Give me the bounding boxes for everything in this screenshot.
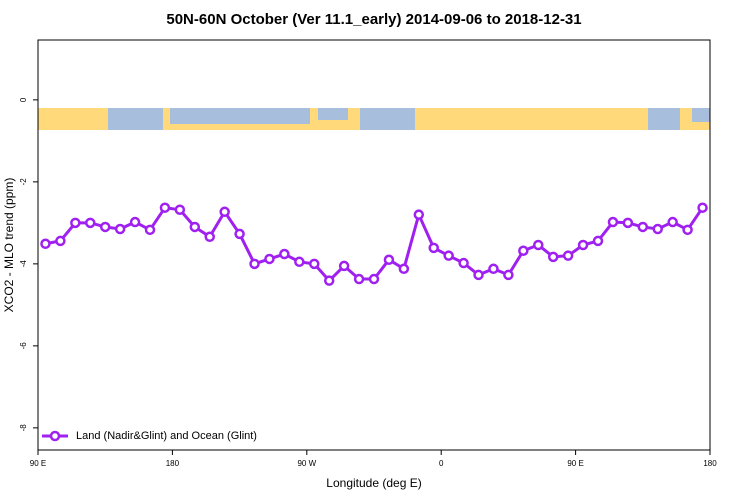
- point: [114, 223, 126, 235]
- point: [383, 254, 395, 266]
- legend-label: Land (Nadir&Glint) and Ocean (Glint): [76, 430, 257, 442]
- y-tick-label: -4: [19, 260, 28, 268]
- y-axis-label: XCO2 - MLO trend (ppm): [2, 178, 16, 313]
- plot-frame: [37, 39, 711, 451]
- x-tick-label: 0: [439, 459, 444, 468]
- point: [323, 275, 335, 286]
- point: [488, 263, 499, 275]
- y-tick-label: 0: [19, 97, 28, 102]
- point: [40, 238, 51, 250]
- point: [279, 248, 290, 260]
- point: [428, 242, 439, 254]
- point: [577, 239, 589, 251]
- point: [682, 224, 693, 236]
- point: [70, 217, 81, 229]
- x-axis-label: Longitude (deg E): [326, 476, 421, 490]
- point: [518, 245, 529, 256]
- ocean-patch: [360, 108, 415, 130]
- point: [607, 216, 619, 228]
- point: [473, 269, 484, 281]
- point: [353, 273, 365, 285]
- point: [398, 263, 410, 275]
- point: [533, 239, 544, 251]
- point: [219, 206, 230, 218]
- x-tick-label: 180: [166, 459, 180, 468]
- point: [234, 228, 245, 240]
- ocean-patch: [170, 108, 310, 124]
- point: [697, 202, 708, 213]
- x-tick-label: 90 E: [30, 459, 46, 468]
- point: [144, 224, 156, 236]
- point: [637, 221, 649, 233]
- ocean-patch: [318, 108, 348, 120]
- ocean-patch: [108, 108, 163, 130]
- point: [294, 256, 305, 268]
- point: [189, 221, 201, 233]
- x-tick-label: 90 E: [567, 459, 583, 468]
- point: [503, 269, 514, 281]
- ocean-patch: [648, 108, 680, 130]
- point: [85, 217, 96, 229]
- point: [338, 260, 350, 272]
- point: [622, 217, 634, 229]
- chart-title: 50N-60N October (Ver 11.1_early) 2014-09…: [166, 11, 581, 28]
- point: [174, 204, 186, 215]
- point: [204, 231, 215, 243]
- y-tick-label: -6: [19, 342, 28, 350]
- point: [413, 209, 425, 220]
- point: [592, 235, 604, 247]
- x-tick-label: 90 W: [297, 459, 316, 468]
- legend-marker: [49, 430, 61, 442]
- point: [652, 223, 663, 235]
- x-tick-label: 180: [703, 459, 717, 468]
- point: [249, 258, 260, 270]
- point: [368, 273, 380, 285]
- point: [667, 216, 678, 228]
- point: [99, 221, 111, 233]
- series-line: [45, 206, 704, 283]
- point: [309, 258, 320, 270]
- point: [129, 216, 141, 228]
- point: [443, 250, 454, 261]
- point: [264, 253, 275, 265]
- y-tick-label: -2: [19, 178, 28, 186]
- point: [159, 202, 171, 213]
- map-band: [38, 108, 710, 130]
- point: [458, 257, 469, 269]
- point: [55, 235, 66, 247]
- point: [547, 251, 559, 263]
- ocean-patch: [692, 108, 710, 122]
- point: [562, 250, 574, 261]
- y-tick-label: -8: [19, 424, 28, 432]
